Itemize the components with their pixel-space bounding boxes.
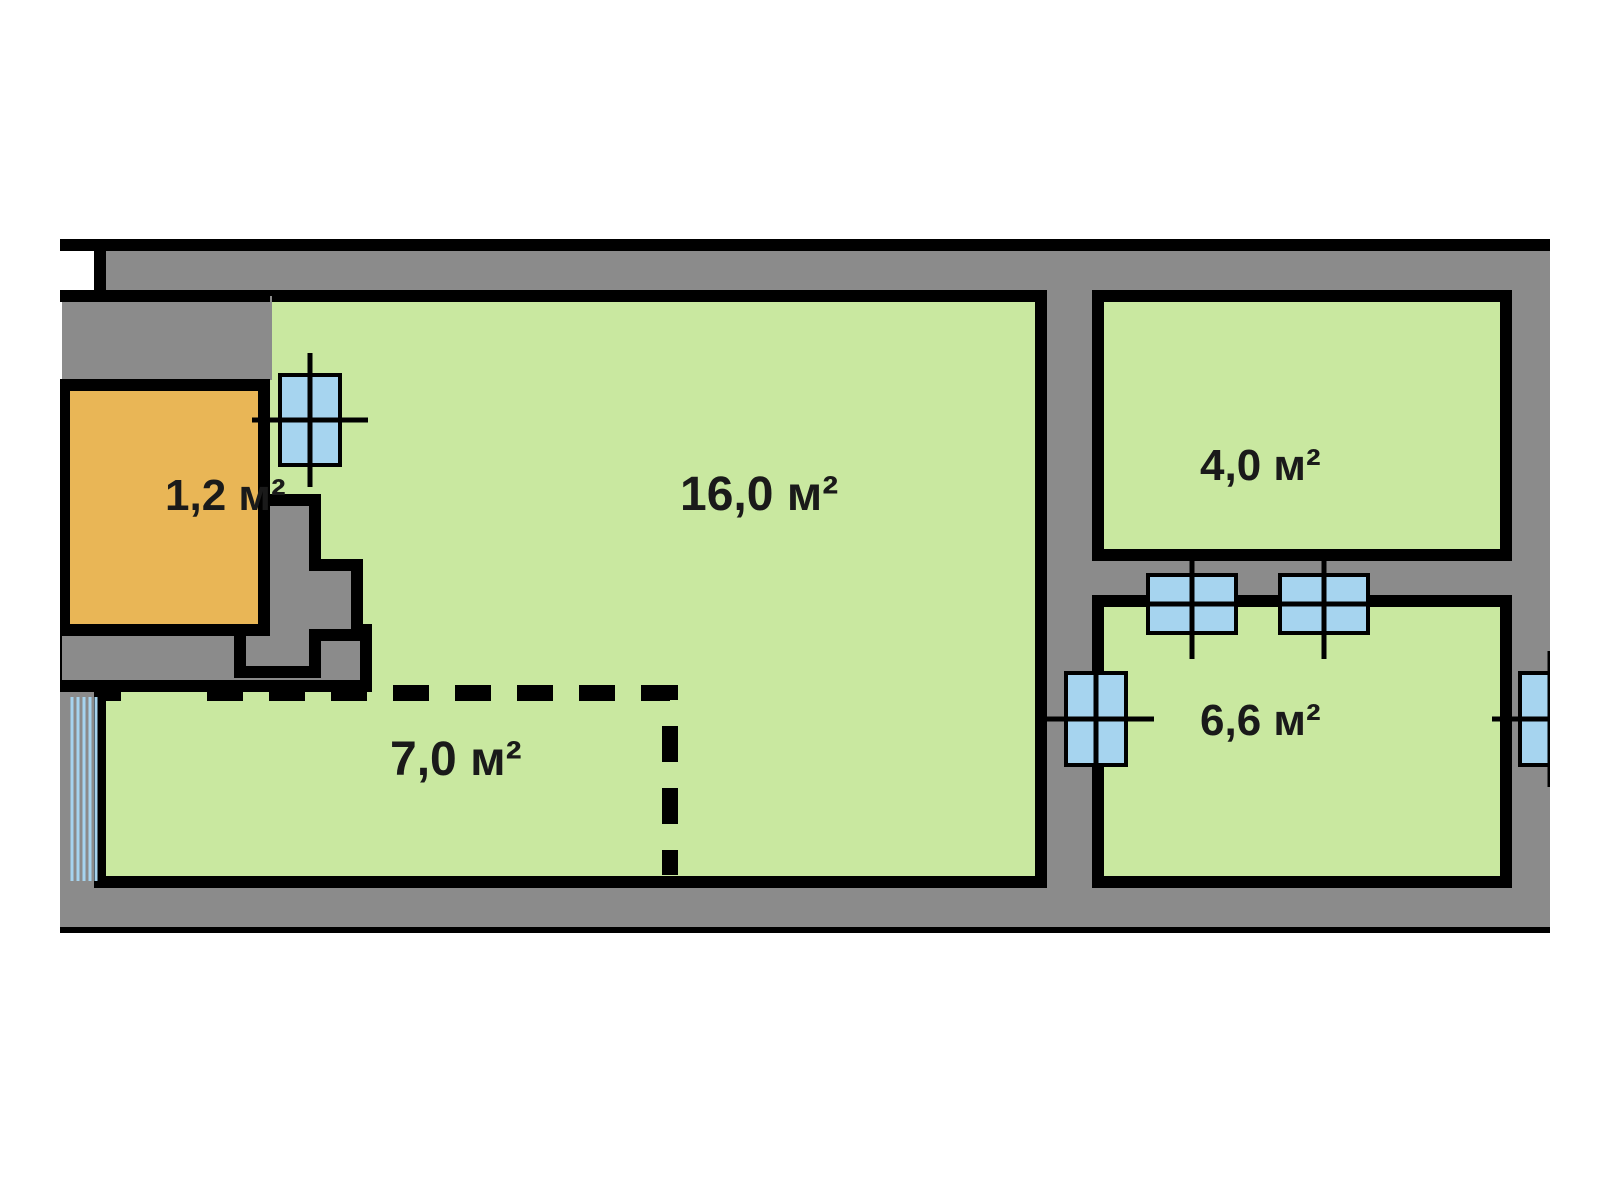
label-hall: 7,0 м² [390,733,522,786]
seam-cover-2 [307,571,323,629]
label-kitchen: 6,6 м² [1200,696,1321,745]
room-bath [1098,296,1506,556]
label-main: 16,0 м² [680,468,838,521]
floorplan-svg: 1,2 м² 16,0 м² 7,0 м² 4,0 м² 6,6 м² [60,175,1550,933]
wall-divider-v [1041,296,1098,882]
floorplan-container: 1,2 м² 16,0 м² 7,0 м² 4,0 м² 6,6 м² [60,175,1550,933]
label-balcony: 1,2 м² [165,471,286,520]
label-bath: 4,0 м² [1200,441,1321,490]
balcony-top-grey [62,296,272,380]
